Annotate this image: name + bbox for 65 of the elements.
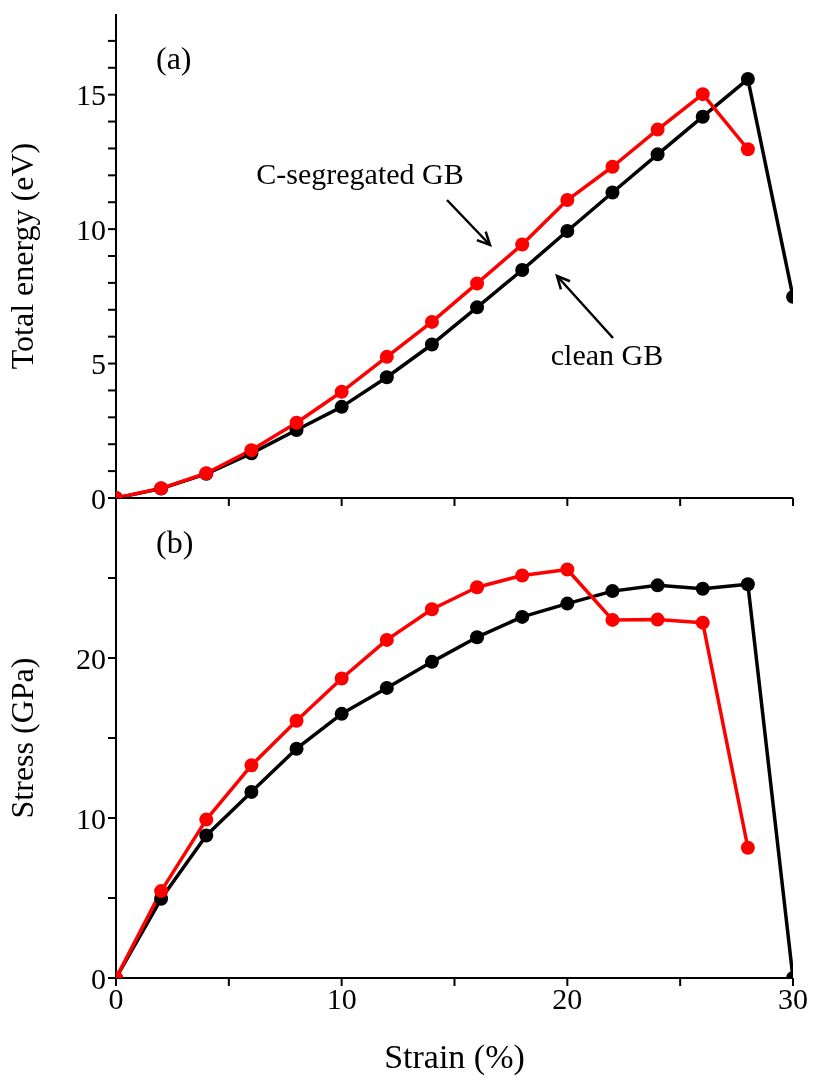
x-tick-label: 10 — [326, 982, 357, 1016]
point — [424, 602, 439, 617]
y-tick-label: 10 — [76, 801, 106, 835]
annotation: clean GB — [550, 337, 664, 371]
point — [334, 399, 349, 414]
y-axis-title: Stress (GPa) — [4, 657, 41, 819]
point — [605, 584, 620, 599]
point — [515, 237, 530, 252]
point — [695, 581, 710, 596]
point — [470, 580, 485, 595]
text: (b) — [156, 524, 194, 560]
point — [379, 680, 394, 695]
point — [154, 884, 169, 899]
point — [740, 577, 755, 592]
x-tick-label: 20 — [552, 982, 583, 1016]
point — [560, 223, 575, 238]
point — [515, 568, 530, 583]
point — [244, 758, 259, 773]
annotation: C-segregated GB — [256, 156, 464, 190]
x-tick-label: 30 — [778, 982, 808, 1016]
point — [334, 671, 349, 686]
point — [289, 741, 304, 756]
point — [424, 337, 439, 352]
point — [605, 612, 620, 627]
point — [515, 609, 530, 624]
point — [740, 72, 755, 87]
y-tick-label: 10 — [76, 212, 106, 246]
y-tick-label: 0 — [91, 481, 106, 515]
point — [740, 840, 755, 855]
text: (a) — [156, 40, 192, 76]
point — [695, 109, 710, 124]
y-axis-title: Total energy (eV) — [4, 142, 41, 370]
point — [605, 159, 620, 174]
point — [695, 87, 710, 102]
point — [334, 706, 349, 721]
point — [289, 713, 304, 728]
point — [199, 812, 214, 827]
point — [605, 185, 620, 200]
point — [470, 630, 485, 645]
point — [470, 300, 485, 315]
point — [424, 314, 439, 329]
point — [424, 654, 439, 669]
point — [470, 276, 485, 291]
y-tick-label: 0 — [91, 961, 106, 995]
point — [289, 415, 304, 430]
point — [560, 193, 575, 208]
point — [560, 596, 575, 611]
x-axis-title: Strain (%) — [384, 1038, 525, 1076]
point — [515, 262, 530, 277]
point — [379, 370, 394, 385]
point — [560, 562, 575, 577]
point — [650, 612, 665, 627]
point — [740, 142, 755, 157]
point — [244, 784, 259, 799]
y-tick-label: 20 — [76, 641, 106, 675]
point — [334, 384, 349, 399]
point — [650, 147, 665, 162]
point — [650, 122, 665, 137]
point — [379, 349, 394, 364]
y-tick-label: 5 — [91, 347, 106, 381]
point — [695, 615, 710, 630]
y-tick-label: 15 — [76, 78, 106, 112]
point — [650, 578, 665, 593]
point — [379, 632, 394, 647]
point — [199, 828, 214, 843]
